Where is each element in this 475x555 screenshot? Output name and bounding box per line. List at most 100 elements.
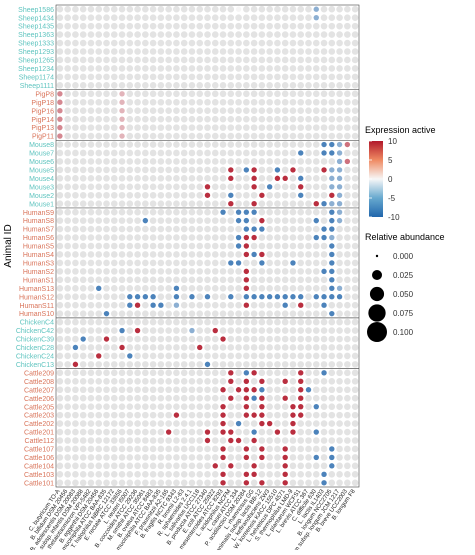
heatmap-dot	[118, 14, 126, 21]
heatmap-dot	[250, 5, 258, 13]
heatmap-dot	[150, 294, 156, 300]
heatmap-dot	[188, 31, 196, 38]
heatmap-dot	[351, 39, 359, 47]
heatmap-dot	[79, 428, 87, 436]
heatmap-dot	[259, 260, 265, 266]
heatmap-dot	[64, 115, 71, 123]
heatmap-dot	[95, 14, 103, 21]
heatmap-dot	[188, 115, 196, 123]
heatmap-dot	[297, 141, 305, 148]
heatmap-dot	[165, 208, 172, 216]
heatmap-dot	[72, 276, 79, 284]
heatmap-dot	[149, 175, 157, 182]
heatmap-dot	[336, 217, 343, 224]
heatmap-dot	[196, 394, 204, 402]
heatmap-dot	[329, 226, 335, 232]
heatmap-dot	[336, 22, 343, 30]
heatmap-dot	[312, 183, 320, 191]
heatmap-dot	[64, 14, 71, 21]
heatmap-dot	[351, 191, 359, 199]
heatmap-dot	[126, 158, 134, 165]
heatmap-dot	[336, 437, 343, 444]
heatmap-dot	[173, 445, 180, 453]
heatmap-dot	[297, 14, 305, 21]
heatmap-dot	[282, 454, 288, 461]
heatmap-dot	[274, 259, 281, 267]
heatmap-dot	[134, 82, 141, 89]
heatmap-dot	[157, 284, 165, 292]
heatmap-dot	[134, 14, 141, 21]
heatmap-dot	[219, 166, 227, 174]
heatmap-dot	[173, 22, 180, 30]
heatmap-dot	[297, 107, 305, 115]
heatmap-dot	[110, 82, 118, 89]
heatmap-dot	[351, 361, 359, 368]
row-label: Cattle208	[24, 379, 54, 386]
heatmap-dot	[157, 65, 165, 72]
heatmap-dot	[259, 192, 265, 198]
heatmap-dot	[103, 217, 110, 224]
heatmap-dot	[266, 132, 273, 140]
heatmap-dot	[157, 352, 165, 360]
heatmap-dot	[250, 65, 258, 72]
heatmap-dot	[157, 73, 165, 81]
heatmap-dot	[149, 386, 157, 394]
heatmap-dot	[79, 445, 87, 453]
heatmap-dot	[204, 132, 211, 140]
heatmap-dot	[149, 39, 157, 47]
heatmap-dot	[173, 394, 180, 402]
heatmap-dot	[351, 377, 359, 385]
heatmap-dot	[110, 5, 118, 13]
heatmap-dot	[95, 344, 103, 351]
heatmap-dot	[258, 335, 266, 343]
heatmap-dot	[351, 242, 359, 250]
heatmap-dot	[297, 352, 305, 360]
heatmap-dot	[351, 65, 359, 72]
heatmap-dot	[56, 73, 64, 81]
heatmap-dot	[298, 378, 304, 384]
heatmap-dot	[134, 132, 141, 140]
heatmap-dot	[258, 200, 266, 208]
heatmap-dot	[142, 361, 149, 368]
heatmap-dot	[305, 335, 312, 343]
heatmap-dot	[196, 276, 204, 284]
heatmap-dot	[344, 268, 351, 275]
heatmap-dot	[197, 344, 203, 351]
heatmap-dot	[336, 115, 343, 123]
heatmap-dot	[297, 318, 305, 326]
heatmap-dot	[157, 479, 165, 487]
heatmap-dot	[351, 141, 359, 148]
heatmap-dot	[312, 225, 320, 233]
heatmap-dot	[196, 217, 204, 224]
heatmap-dot	[95, 411, 103, 419]
heatmap-dot	[336, 386, 343, 394]
heatmap-dot	[329, 454, 335, 461]
heatmap-dot	[266, 361, 273, 368]
heatmap-dot	[297, 234, 305, 241]
heatmap-dot	[290, 429, 296, 435]
heatmap-dot	[72, 56, 79, 64]
heatmap-dot	[227, 124, 235, 131]
group-separators	[56, 89, 359, 369]
heatmap-dot	[157, 115, 165, 123]
heatmap-dot	[305, 48, 312, 55]
heatmap-dot	[142, 98, 149, 106]
heatmap-dot	[227, 22, 235, 30]
heatmap-dot	[72, 208, 79, 216]
heatmap-dot	[320, 344, 328, 351]
heatmap-dot	[243, 285, 250, 291]
heatmap-dot	[274, 234, 281, 241]
heatmap-dot	[142, 386, 149, 394]
heatmap-dot	[126, 251, 134, 258]
heatmap-dot	[211, 284, 219, 292]
heatmap-dot	[157, 242, 165, 250]
heatmap-dot	[56, 462, 64, 470]
heatmap-dot	[165, 65, 172, 72]
heatmap-dot	[320, 158, 328, 165]
heatmap-dot	[56, 454, 64, 461]
heatmap-dot	[344, 352, 351, 360]
heatmap-dot	[235, 344, 242, 351]
heatmap-dot	[173, 276, 180, 284]
heatmap-dot	[142, 394, 149, 402]
heatmap-dot	[274, 141, 281, 148]
